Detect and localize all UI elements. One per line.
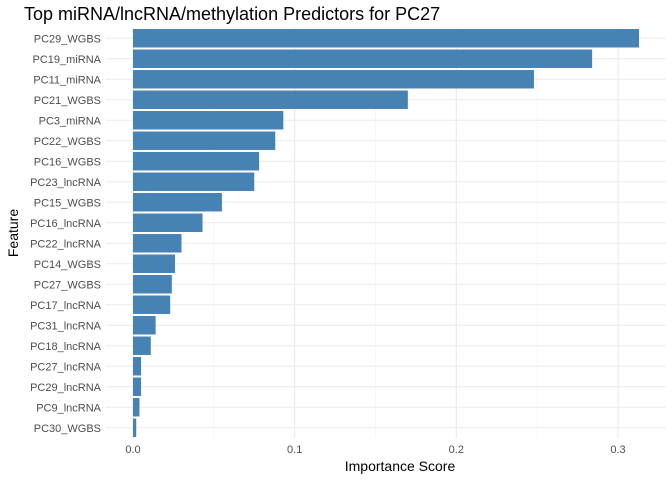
bar	[133, 111, 284, 130]
y-tick-label: PC29_lncRNA	[30, 382, 102, 394]
bar	[133, 377, 142, 396]
bar	[133, 336, 151, 355]
bar	[133, 316, 156, 335]
chart-title: Top miRNA/lncRNA/methylation Predictors …	[24, 4, 441, 24]
y-tick-label: PC30_WGBS	[34, 423, 101, 435]
bar	[133, 213, 203, 232]
y-tick-label: PC22_lncRNA	[30, 238, 102, 250]
bar	[133, 275, 172, 294]
bar	[133, 193, 222, 212]
bar	[133, 152, 260, 171]
bar	[133, 357, 142, 376]
y-tick-label: PC15_WGBS	[34, 197, 101, 209]
bar	[133, 29, 640, 48]
bar	[133, 90, 408, 109]
y-tick-label: PC27_lncRNA	[30, 361, 102, 373]
y-tick-label: PC9_lncRNA	[36, 402, 101, 414]
bar	[133, 70, 534, 89]
x-tick-label: 0.0	[125, 444, 140, 456]
x-tick-label: 0.2	[449, 444, 464, 456]
y-tick-label: PC16_lncRNA	[30, 218, 102, 230]
y-tick-label: PC14_WGBS	[34, 259, 101, 271]
y-tick-label: PC17_lncRNA	[30, 300, 102, 312]
y-tick-label: PC22_WGBS	[34, 136, 101, 148]
bar	[133, 172, 255, 191]
y-tick-label: PC11_miRNA	[33, 74, 101, 86]
y-tick-label: PC29_WGBS	[34, 33, 101, 45]
bar	[133, 398, 140, 417]
y-tick-label: PC21_WGBS	[34, 95, 101, 107]
bar	[133, 49, 593, 68]
y-tick-label: PC18_lncRNA	[30, 341, 102, 353]
y-tick-label: PC16_WGBS	[34, 156, 101, 168]
x-tick-label: 0.1	[287, 444, 302, 456]
bar	[133, 295, 171, 314]
y-tick-label: PC19_miRNA	[33, 54, 102, 66]
bar	[133, 254, 176, 273]
y-axis-title: Feature	[5, 209, 21, 257]
y-tick-label: PC27_WGBS	[34, 279, 101, 291]
y-tick-label: PC31_lncRNA	[30, 320, 102, 332]
x-tick-label: 0.3	[610, 444, 625, 456]
bar	[133, 131, 276, 150]
bar	[133, 418, 137, 437]
y-tick-label: PC23_lncRNA	[30, 177, 102, 189]
x-axis-title: Importance Score	[345, 458, 456, 474]
y-tick-label: PC3_miRNA	[39, 115, 102, 127]
bar	[133, 234, 182, 253]
